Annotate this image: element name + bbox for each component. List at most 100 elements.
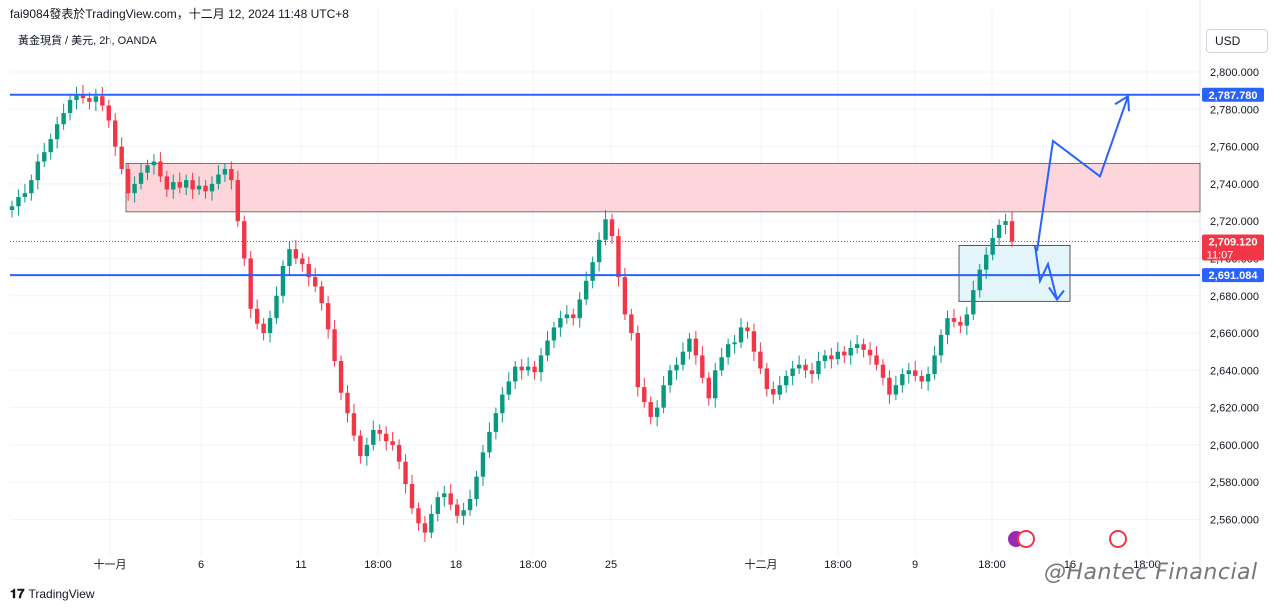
currency-button[interactable]: USD xyxy=(1206,29,1268,53)
current-price-tag xyxy=(1202,234,1264,261)
candle-body xyxy=(364,444,370,457)
candle-body xyxy=(474,476,479,499)
candle-body xyxy=(719,357,724,371)
candle-body xyxy=(390,441,395,445)
scenario-arrows xyxy=(1034,94,1130,302)
candle-body xyxy=(74,94,79,100)
candle-body xyxy=(61,113,66,125)
candle-body xyxy=(925,374,931,382)
footer-brand: TradingView xyxy=(28,587,95,601)
candle-body xyxy=(54,124,60,140)
candle-body xyxy=(332,329,337,362)
tradingview-logo-icon: 𝟏𝟕 xyxy=(10,586,25,601)
candle-body xyxy=(409,484,415,509)
candle-body xyxy=(480,452,486,477)
candle-body xyxy=(325,303,331,330)
candle-body xyxy=(803,364,808,371)
x-tick-label: 十一月 xyxy=(94,557,127,571)
candle-body xyxy=(919,375,924,382)
candle-body xyxy=(545,340,550,356)
candle-body xyxy=(519,366,524,371)
x-tick-label: 25 xyxy=(605,559,617,571)
candle-body xyxy=(487,431,492,453)
candle-body xyxy=(461,510,466,516)
y-tick-label: 2,800.000 xyxy=(1210,67,1259,79)
candle-body xyxy=(654,407,660,417)
candle-body xyxy=(932,355,937,375)
candle-body xyxy=(151,161,157,166)
candle-body xyxy=(958,321,963,326)
candle-body xyxy=(783,375,789,386)
candle-body xyxy=(293,249,299,259)
candle-body xyxy=(738,327,744,343)
candle-body xyxy=(183,180,189,188)
candle-body xyxy=(906,370,911,375)
candle-body xyxy=(235,180,241,222)
y-axis: 2,560.000 2,580.000 2,600.000 2,620.000 2,64… xyxy=(1210,67,1259,527)
y-tick-label: 2,620.000 xyxy=(1210,403,1259,415)
candles xyxy=(9,85,1015,542)
candle-body xyxy=(642,387,647,403)
candle-body xyxy=(713,370,718,399)
candle-body xyxy=(1003,221,1008,225)
candle-body xyxy=(635,333,641,388)
candle-body xyxy=(609,219,615,237)
candle-body xyxy=(435,497,441,514)
arrow-head xyxy=(1048,286,1065,302)
candle-body xyxy=(596,239,602,263)
candle-body xyxy=(603,219,608,240)
candle-body xyxy=(751,331,757,352)
candle-body xyxy=(674,364,679,371)
candle-body xyxy=(261,323,266,334)
candle-body xyxy=(442,493,447,498)
candle-body xyxy=(177,182,182,188)
candle-body xyxy=(571,314,576,319)
event-icons xyxy=(1008,530,1127,548)
candle-body xyxy=(648,402,653,417)
x-tick-label: 18:00 xyxy=(824,559,852,571)
candle-body xyxy=(990,237,995,255)
symbol-info: 黃金現貨 / 美元, 2h, OANDA xyxy=(18,35,157,47)
candle-body xyxy=(203,185,208,192)
candle-body xyxy=(771,388,776,395)
candle-body xyxy=(35,161,41,181)
candle-body xyxy=(42,152,47,162)
candle-body xyxy=(29,180,34,194)
y-tick-label: 2,740.000 xyxy=(1210,179,1259,191)
candle-body xyxy=(945,318,950,335)
candle-body xyxy=(506,381,511,395)
candle-body xyxy=(100,96,105,106)
countdown-label: 11:07 xyxy=(1207,249,1234,261)
us-flag-icon[interactable] xyxy=(1017,530,1035,548)
candle-body xyxy=(938,334,944,356)
x-tick-label: 18:00 xyxy=(1133,559,1161,571)
candle-body xyxy=(816,361,821,375)
candle-body xyxy=(861,344,866,350)
candle-body xyxy=(216,174,221,184)
candle-body xyxy=(532,366,537,373)
y-tick-label: 2,680.000 xyxy=(1210,291,1259,303)
candle-body xyxy=(416,508,421,524)
candle-body xyxy=(254,308,260,324)
candle-body xyxy=(87,98,92,102)
candle-body xyxy=(732,342,737,345)
candle-body xyxy=(661,385,666,408)
y-tick-label: 2,640.000 xyxy=(1210,365,1259,377)
us-flag-icon[interactable] xyxy=(1109,530,1127,548)
candle-body xyxy=(964,314,970,326)
y-tick-label: 2,660.000 xyxy=(1210,328,1259,340)
candle-body xyxy=(835,351,841,360)
candle-body xyxy=(171,182,176,190)
candle-body xyxy=(842,351,847,356)
candle-body xyxy=(132,183,137,194)
candle-body xyxy=(371,430,376,445)
candle-body xyxy=(80,94,86,99)
candle-body xyxy=(590,262,595,281)
current-price-label: 2,709.120 xyxy=(1209,236,1258,248)
candle-body xyxy=(629,314,634,334)
candle-body xyxy=(822,355,828,362)
candle-body xyxy=(500,394,505,414)
candle-body xyxy=(300,258,305,265)
